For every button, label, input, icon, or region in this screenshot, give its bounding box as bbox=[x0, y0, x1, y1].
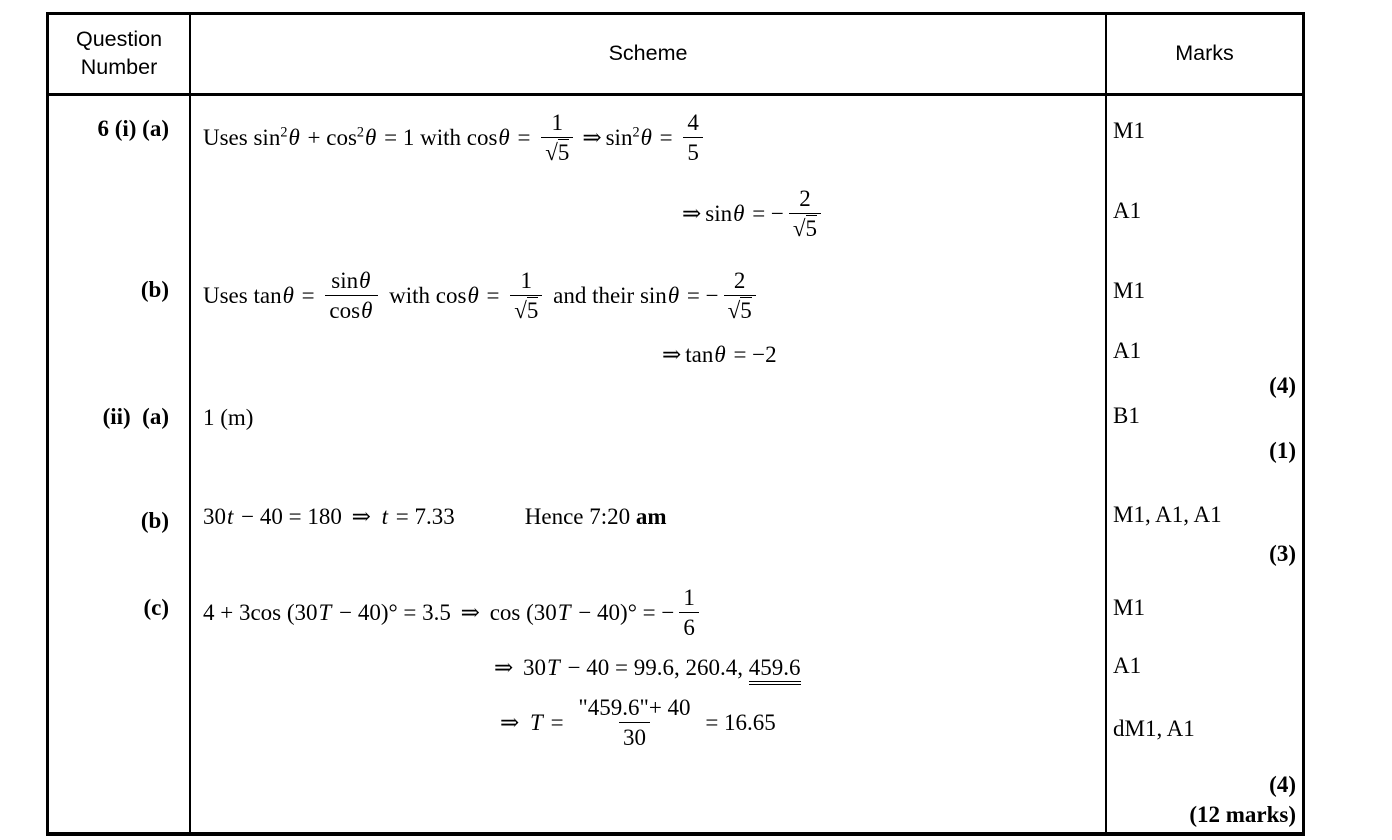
implies-arrow: ⇒ bbox=[582, 125, 602, 150]
subtotal-6iia: (1) bbox=[1269, 438, 1296, 463]
subtotal-6iib: (3) bbox=[1269, 541, 1296, 566]
fraction-2-over-sqrt5: 2 √5 bbox=[788, 186, 822, 242]
mark-6iic-dm1: dM1, A1 bbox=[1113, 716, 1195, 741]
implies-arrow: ⇒ bbox=[351, 504, 371, 529]
sqrt-icon: √ bbox=[514, 297, 527, 323]
scheme-line-6iic-a1: ⇒ 30T − 40 = 99.6, 260.4, 459.6 bbox=[490, 650, 801, 686]
double-underlined-value: 459.6 bbox=[748, 655, 801, 685]
subtotal-6i: (4) bbox=[1269, 373, 1296, 398]
scheme-line-6iic-m1: 4 + 3cos (30T − 40)° = 3.5 ⇒ cos (30T − … bbox=[203, 578, 704, 648]
mark-6iia-b1: B1 bbox=[1113, 403, 1140, 428]
table-header-row: Question Number Scheme Marks bbox=[49, 15, 1302, 96]
fraction-459-over-30: "459.6"+ 40 30 bbox=[578, 694, 691, 750]
scheme-line-6iib: 30t − 40 = 180 ⇒ t = 7.33 Hence 7:20 am bbox=[203, 504, 667, 529]
total-marks: (12 marks) bbox=[1189, 802, 1296, 827]
sqrt-icon: √ bbox=[727, 297, 741, 323]
fraction-1-over-sqrt5: 1 √5 bbox=[510, 268, 543, 324]
question-label-6ia: 6 (i) (a) bbox=[97, 116, 169, 141]
scheme-line-6ia-a1: ⇒ sinθ = −2 √5 bbox=[678, 180, 826, 248]
header-marks: Marks bbox=[1175, 41, 1234, 66]
mark-6ia-m1: M1 bbox=[1113, 118, 1145, 143]
mark-6ia-a1: A1 bbox=[1113, 198, 1142, 223]
scheme-cell: Uses sin2θ + cos2θ = 1 with cosθ = 1 √5 ⇒ s… bbox=[191, 96, 1107, 832]
mark-6iic-a1: A1 bbox=[1113, 653, 1142, 678]
question-label-6iic: (c) bbox=[143, 595, 169, 620]
implies-arrow: ⇒ bbox=[460, 600, 480, 625]
mark-6ib-m1: M1 bbox=[1113, 278, 1145, 303]
fraction-sin-over-cos: sinθ cosθ bbox=[325, 268, 379, 324]
scheme-line-6iia: 1 (m) bbox=[203, 405, 254, 430]
header-scheme: Scheme bbox=[191, 15, 1107, 93]
scheme-line-6iic-dm1: ⇒ T = "459.6"+ 40 30 = 16.65 bbox=[496, 690, 776, 756]
implies-arrow: ⇒ bbox=[662, 342, 682, 367]
marks-cell: M1 A1 M1 A1 (4) B1 (1) M1, A1, A1 (3) M1… bbox=[1107, 96, 1302, 832]
mark-6iic-m1: M1 bbox=[1113, 595, 1145, 620]
question-label-6ib: (b) bbox=[140, 277, 169, 302]
implies-arrow: ⇒ bbox=[500, 710, 520, 735]
header-question-number: Question Number bbox=[49, 15, 191, 93]
question-label-6iia: (ii) (a) bbox=[102, 404, 169, 429]
question-number-cell: 6 (i) (a) (b) (ii) (a) (b) (c) bbox=[49, 96, 191, 832]
mark-6iib: M1, A1, A1 bbox=[1113, 502, 1222, 527]
fraction-2-over-sqrt5: 2 √5 bbox=[723, 268, 756, 324]
implies-arrow: ⇒ bbox=[682, 201, 702, 226]
subtotal-6iic: (4) bbox=[1269, 772, 1296, 797]
fraction-1-over-sqrt5: 1 √5 bbox=[541, 110, 574, 166]
scheme-line-6ib-m1: Uses tanθ = sinθ cosθ with cosθ = 1 √5 and… bbox=[203, 258, 761, 334]
scheme-line-6ia-m1: Uses sin2θ + cos2θ = 1 with cosθ = 1 √5 ⇒ s… bbox=[203, 100, 708, 176]
sqrt-icon: √ bbox=[545, 139, 558, 165]
mark-scheme-table: Question Number Scheme Marks 6 (i) (a) (… bbox=[46, 12, 1305, 836]
table-body-row: 6 (i) (a) (b) (ii) (a) (b) (c) Uses sin2… bbox=[49, 96, 1302, 832]
scheme-line-6ib-a1: ⇒ tanθ = −2 bbox=[658, 338, 777, 372]
question-label-6iib: (b) bbox=[140, 508, 169, 533]
implies-arrow: ⇒ bbox=[494, 655, 514, 680]
sqrt-icon: √ bbox=[792, 215, 806, 241]
mark-6ib-a1: A1 bbox=[1113, 338, 1142, 363]
